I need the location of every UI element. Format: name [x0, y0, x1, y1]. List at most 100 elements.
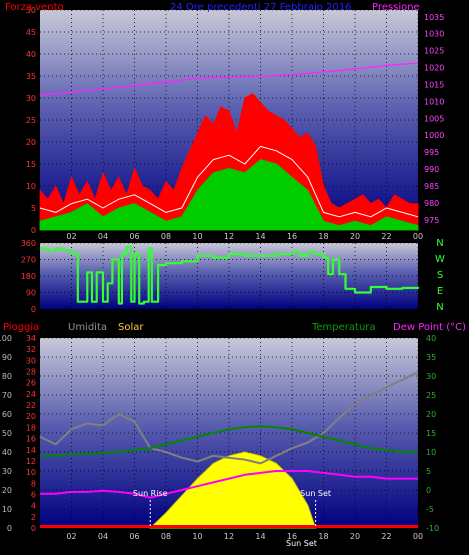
temperature-legend: Temperatura: [311, 322, 376, 333]
pressure-tick-label: 1020: [424, 64, 444, 73]
temperature-tick-label: 35: [426, 353, 436, 362]
rain-legend: Pioggia: [3, 322, 39, 333]
humidity-tick-label: 90: [2, 353, 12, 362]
wind-tick-label: 50: [26, 6, 36, 15]
direction-tick-label: 180: [21, 272, 36, 281]
direction-tick-label: 90: [26, 289, 36, 298]
temperature-line: [40, 425, 418, 457]
pressure-tick-label: 985: [424, 182, 439, 191]
temperature-tick-label: -5: [426, 505, 434, 514]
humidity-tick-label: 50: [2, 429, 12, 438]
sunset-label: Sun Set: [300, 489, 331, 498]
solar-legend: Solar: [118, 322, 144, 333]
chart-title: 24 Ore precedenti 27 Febbraio 2016: [170, 2, 351, 13]
rain-tick-label: 28: [26, 368, 36, 377]
rain-tick-label: 24: [26, 390, 36, 399]
rain-tick-label: 6: [31, 490, 36, 499]
rain-tick-label: 32: [26, 345, 36, 354]
rain-tick-label: 34: [26, 334, 36, 343]
hour-tick-label: 08: [161, 232, 171, 241]
temperature-tick-label: 20: [426, 410, 436, 419]
humidity-tick-label: 70: [2, 391, 12, 400]
dewpoint-line: [40, 470, 418, 499]
temperature-tick-label: 30: [426, 372, 436, 381]
wind-axis-label: Forza vento: [5, 2, 64, 13]
temperature-tick-label: 25: [426, 391, 436, 400]
hour-tick-label: 22: [381, 532, 391, 541]
hour-tick-label: 04: [98, 232, 108, 241]
rain-tick-label: 18: [26, 423, 36, 432]
temperature-tick-label: 40: [426, 334, 436, 343]
rain-tick-label: 4: [31, 502, 36, 511]
pressure-tick-label: 1000: [424, 131, 444, 140]
hour-tick-label: 04: [98, 532, 108, 541]
humidity-tick-label: 10: [2, 505, 12, 514]
hour-tick-label: 16: [287, 232, 297, 241]
hour-tick-label: 12: [224, 232, 234, 241]
wind-tick-label: 10: [26, 182, 36, 191]
hour-tick-label: 10: [192, 232, 202, 241]
direction-tick-label: 0: [31, 305, 36, 314]
hour-tick-label: 14: [255, 232, 265, 241]
humidity-tick-label: 30: [2, 467, 12, 476]
hour-tick-label: 02: [66, 532, 76, 541]
wind-tick-label: 30: [26, 94, 36, 103]
hour-tick-label: 14: [255, 532, 265, 541]
pressure-tick-label: 1005: [424, 114, 444, 123]
wind-tick-label: 45: [26, 28, 36, 37]
pressure-tick-label: 990: [424, 165, 439, 174]
wind-tick-label: 15: [26, 160, 36, 169]
pressure-axis-label: Pressione: [372, 2, 420, 13]
humidity-tick-label: 60: [2, 410, 12, 419]
hour-tick-label: 06: [129, 532, 139, 541]
wind-direction-line: [40, 245, 420, 305]
wind-tick-label: 20: [26, 138, 36, 147]
pressure-tick-label: 1010: [424, 97, 444, 106]
dewpoint-legend: Dew Point (°C): [393, 322, 466, 333]
rain-tick-label: 14: [26, 446, 36, 455]
compass-label: E: [437, 286, 443, 297]
direction-tick-label: 360: [21, 239, 36, 248]
hour-tick-label: 16: [287, 532, 297, 541]
hour-tick-label: 20: [350, 232, 360, 241]
compass-label: N: [436, 238, 443, 249]
hour-tick-label: 00: [413, 532, 423, 541]
rain-tick-label: 16: [26, 435, 36, 444]
temperature-tick-label: 0: [426, 486, 431, 495]
humidity-tick-label: 40: [2, 448, 12, 457]
hour-tick-label: 02: [66, 232, 76, 241]
temperature-tick-label: 15: [426, 429, 436, 438]
pressure-tick-label: 1025: [424, 47, 444, 56]
hour-tick-label: 08: [161, 532, 171, 541]
pressure-tick-label: 995: [424, 148, 439, 157]
rain-tick-label: 10: [26, 468, 36, 477]
humidity-tick-label: 0: [7, 524, 12, 533]
temperature-tick-label: -10: [426, 524, 439, 533]
wind-tick-label: 5: [31, 204, 36, 213]
humidity-tick-label: 20: [2, 486, 12, 495]
rain-tick-label: 8: [31, 479, 36, 488]
humidity-legend: Umidita: [68, 322, 107, 333]
wind-tick-label: 35: [26, 72, 36, 81]
wind-tick-label: 0: [31, 226, 36, 235]
pressure-tick-label: 975: [424, 216, 439, 225]
pressure-tick-label: 980: [424, 199, 439, 208]
hour-tick-label: 00: [413, 232, 423, 241]
rain-tick-label: 30: [26, 356, 36, 365]
humidity-line: [39, 371, 419, 465]
rain-tick-label: 12: [26, 457, 36, 466]
pressure-line: [39, 62, 419, 96]
average-wind-line: [39, 145, 419, 218]
wind-tick-label: 40: [26, 50, 36, 59]
sunset-axis-label: Sun Set: [286, 539, 317, 548]
pressure-tick-label: 1030: [424, 30, 444, 39]
compass-label: S: [437, 270, 443, 281]
compass-label: W: [435, 254, 445, 265]
hour-tick-label: 18: [318, 232, 328, 241]
temperature-tick-label: 5: [426, 467, 431, 476]
humidity-tick-label: 80: [2, 372, 12, 381]
rain-tick-label: 0: [31, 524, 36, 533]
compass-label: N: [436, 302, 443, 313]
rain-tick-label: 2: [31, 513, 36, 522]
